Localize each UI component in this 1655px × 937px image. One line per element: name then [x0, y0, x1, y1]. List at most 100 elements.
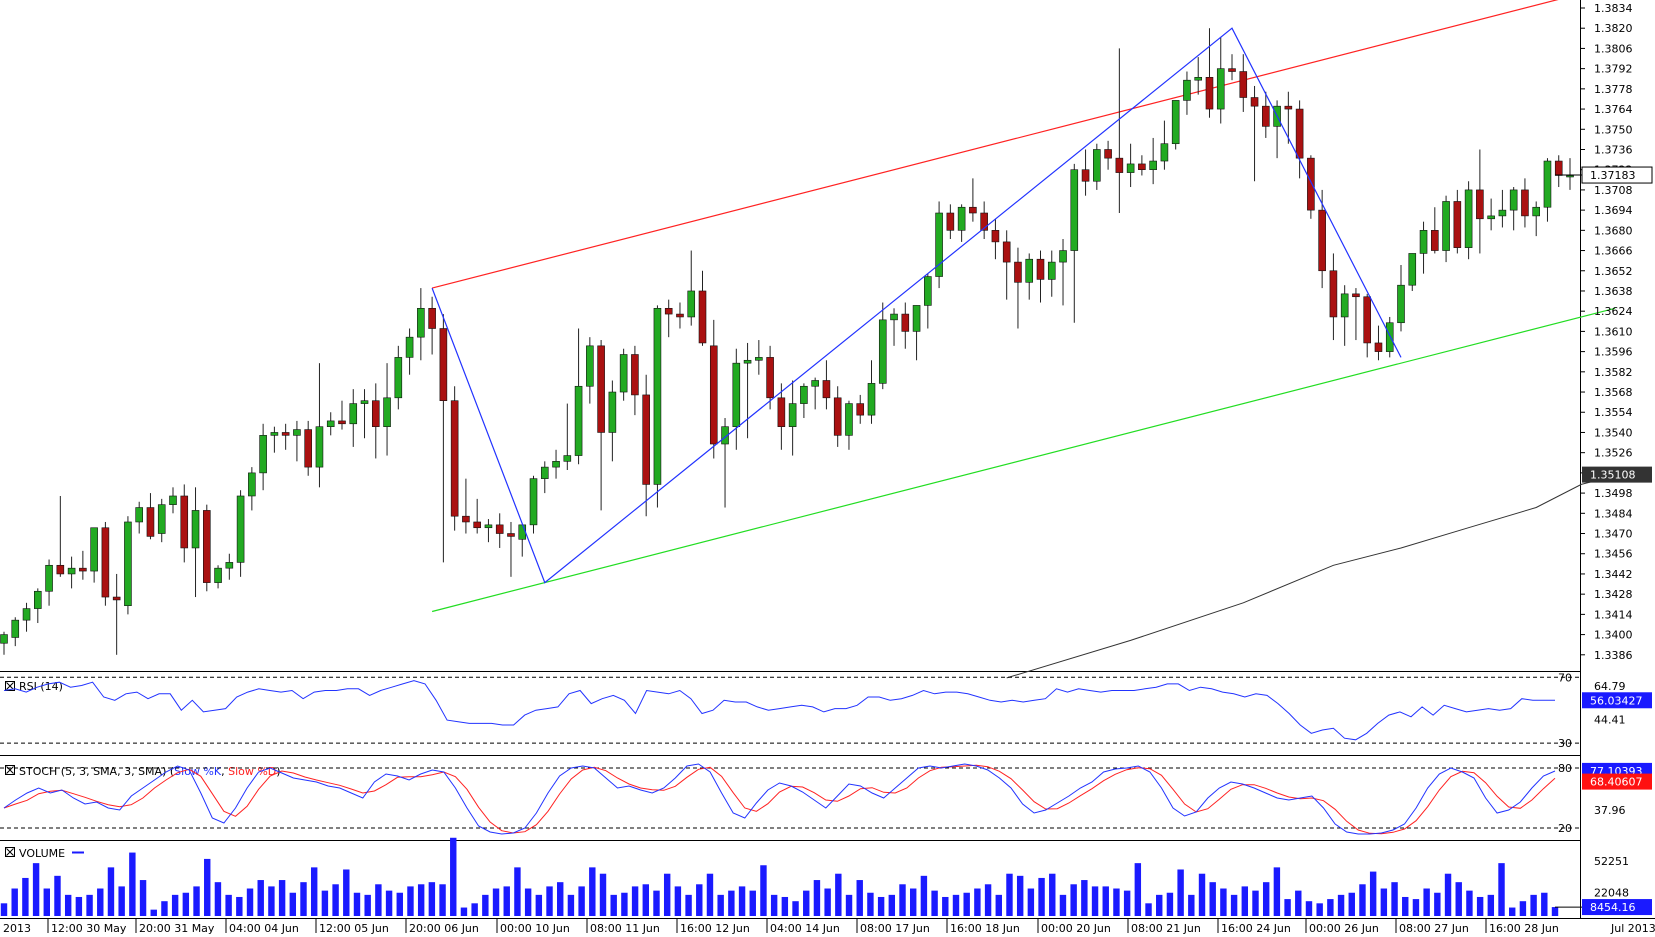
volume-bar	[535, 894, 543, 916]
price-tick-label: 1.3386	[1594, 649, 1633, 662]
stoch-d-legend: Slow %D	[228, 765, 276, 778]
volume-bar	[1359, 884, 1366, 916]
volume-bar	[1188, 894, 1195, 916]
candle-up	[619, 354, 628, 393]
ma-value-label: 1.35108	[1590, 469, 1636, 482]
rsi-collapse-icon[interactable]	[5, 681, 15, 691]
stoch-title: STOCH (5, 3, SMA, 3, SMA) (Slow %K, Slow…	[19, 765, 281, 778]
candle-up	[157, 504, 166, 534]
volume-bar	[503, 886, 510, 916]
time-label: Jul 2013	[1610, 922, 1655, 935]
candle-down	[338, 420, 346, 425]
volume-bar	[1177, 869, 1184, 916]
candle-down	[1554, 160, 1563, 176]
candle-up	[653, 307, 662, 485]
volume-bar	[1038, 877, 1045, 916]
volume-bar	[1123, 890, 1131, 916]
candle-down	[1363, 296, 1372, 344]
current-price-box	[1581, 166, 1653, 184]
candle-up	[1093, 149, 1101, 182]
candle-down	[698, 290, 707, 344]
candle-down	[1014, 261, 1022, 283]
volume-bar	[1348, 892, 1355, 916]
candle-down	[901, 313, 910, 332]
time-label: 08:00 17 Jun	[860, 922, 930, 935]
volume-bar	[567, 894, 575, 916]
volume-bar	[717, 894, 724, 916]
volume-bar	[1016, 875, 1024, 916]
candle-up	[1442, 201, 1450, 251]
volume-bar	[32, 863, 40, 916]
volume-collapse-icon[interactable]	[5, 847, 15, 857]
volume-bar	[1198, 873, 1206, 916]
volume-bar	[728, 890, 735, 916]
candle-up	[518, 524, 527, 540]
volume-bar	[225, 894, 232, 916]
volume-bar	[1519, 901, 1527, 916]
candle-down	[709, 345, 718, 445]
time-label: 00:00 26 Jun	[1309, 922, 1379, 935]
volume-bar	[75, 896, 83, 916]
price-tick-label: 1.3806	[1594, 42, 1633, 55]
volume-current-box	[1582, 899, 1652, 916]
candle-up	[552, 461, 560, 468]
time-label: 16:00 18 Jun	[950, 922, 1020, 935]
volume-bar	[396, 892, 403, 916]
volume-bar	[685, 894, 692, 916]
candle-down	[1036, 258, 1045, 280]
rsi-level-label: 70	[1558, 671, 1572, 684]
volume-bar	[1049, 873, 1056, 916]
price-tick-label: 1.3708	[1594, 184, 1633, 197]
candle-up	[586, 345, 594, 387]
price-tick-label: 1.3582	[1594, 366, 1633, 379]
volume-title: VOLUME	[19, 847, 65, 860]
candle-up	[135, 507, 143, 523]
volume-bar	[182, 892, 190, 916]
candle-up	[1070, 169, 1079, 251]
candle-up	[1385, 322, 1394, 352]
volume-bar	[171, 894, 179, 916]
candle-down	[1521, 189, 1529, 217]
rsi-line	[3, 680, 1555, 741]
price-tick-label: 1.3666	[1594, 245, 1633, 258]
rsi-tick-label: 64.79	[1594, 680, 1626, 693]
candle-up	[912, 305, 921, 332]
stoch-d-current-box	[1582, 773, 1652, 790]
candle-down	[676, 313, 684, 318]
candle-down	[371, 400, 380, 427]
candle-down	[856, 403, 865, 416]
candle-down	[1002, 241, 1011, 263]
candle-up	[259, 435, 267, 474]
price-tick-label: 1.3554	[1594, 406, 1633, 419]
volume-bar	[952, 894, 960, 916]
candle-down	[597, 345, 605, 433]
volume-bar	[1156, 894, 1163, 916]
volume-bar	[845, 894, 853, 916]
volume-bar	[1027, 888, 1035, 916]
candle-up	[1408, 253, 1417, 286]
price-tick-label: 1.3456	[1594, 548, 1633, 561]
candle-up	[935, 212, 943, 277]
volume-bar	[1337, 894, 1345, 916]
rsi-tick-label: 44.41	[1594, 713, 1626, 726]
candle-up	[540, 466, 549, 479]
candle-up	[67, 567, 76, 575]
stoch-collapse-icon[interactable]	[5, 765, 15, 775]
candle-down	[428, 307, 436, 329]
candle-down	[1228, 68, 1236, 72]
volume-bar	[1262, 882, 1270, 916]
price-tick-label: 1.3694	[1594, 204, 1633, 217]
volume-bar	[1391, 882, 1398, 916]
rsi-current-label: 56.03427	[1590, 694, 1643, 707]
candle-up	[45, 564, 53, 592]
volume-bar	[385, 890, 393, 916]
candle-down	[946, 212, 955, 231]
candle-down	[281, 432, 290, 436]
volume-bar	[984, 884, 992, 916]
volume-bar	[1091, 886, 1099, 916]
candle-up	[236, 495, 245, 563]
volume-bar	[97, 888, 104, 916]
volume-bar	[824, 888, 831, 916]
candle-down	[1205, 76, 1214, 110]
